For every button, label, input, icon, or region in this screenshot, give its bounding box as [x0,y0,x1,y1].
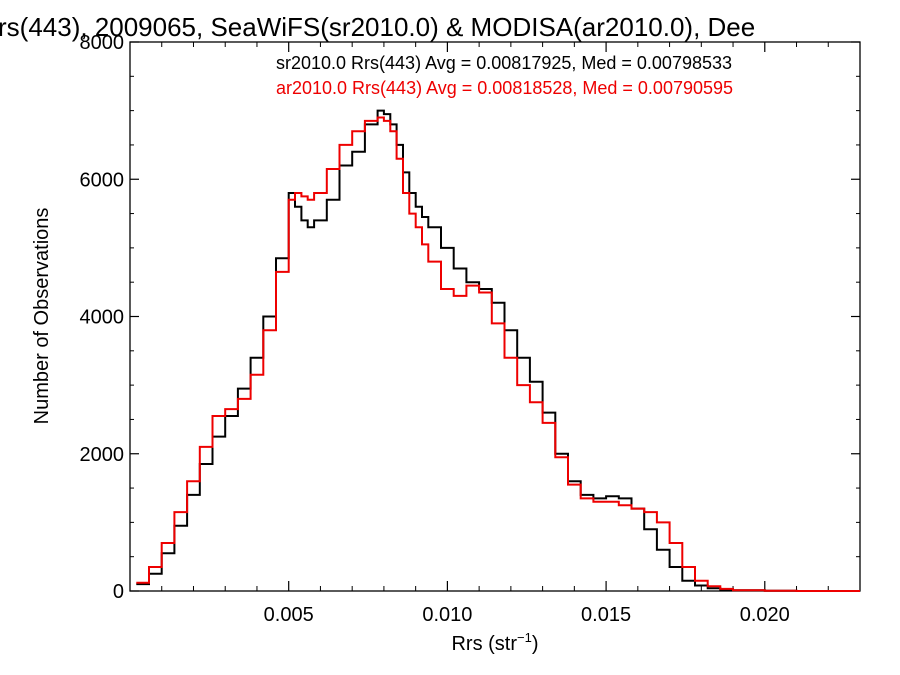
x-axis-label: Rrs (str−1) [451,630,538,655]
y-tick-label-2: 4000 [80,307,125,329]
y-tick-label-0: 0 [113,581,124,603]
series-line-sr2010 [136,109,860,592]
y-axis-label: Number of Observations [31,208,53,425]
chart-title: rs(443), 2009065, SeaWiFS(sr2010.0) & MO… [0,12,755,42]
y-axis: 0 2000 4000 6000 8000 [80,32,860,603]
x-tick-label-2: 0.015 [581,604,631,626]
x-axis: 0.005 0.010 0.015 0.020 [161,42,829,626]
y-tick-label-3: 6000 [80,169,125,191]
series-group [136,109,860,592]
x-tick-label-3: 0.020 [740,604,790,626]
x-axis-label-close: ) [532,633,539,655]
x-axis-label-superscript: −1 [517,630,532,645]
y-tick-label-1: 2000 [80,444,125,466]
legend-entry-sr2010: sr2010.0 Rrs(443) Avg = 0.00817925, Med … [276,53,732,73]
series-line-ar2010 [136,116,860,592]
x-axis-label-main: Rrs (str [451,633,517,655]
x-tick-label-0: 0.005 [264,604,314,626]
x-tick-label-1: 0.010 [422,604,472,626]
legend-entry-ar2010: ar2010.0 Rrs(443) Avg = 0.00818528, Med … [276,78,733,98]
plot-frame [129,41,861,592]
y-tick-label-4: 8000 [80,32,125,54]
